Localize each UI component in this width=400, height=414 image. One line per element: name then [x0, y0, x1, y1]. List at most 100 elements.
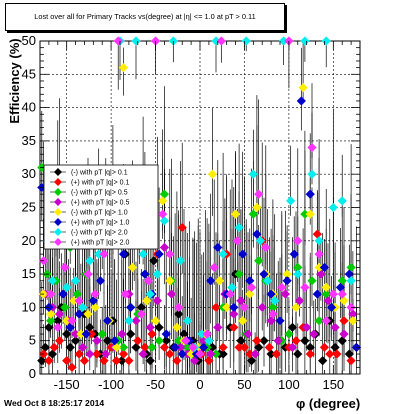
data-point [173, 309, 184, 319]
data-point [246, 355, 257, 366]
data-point [307, 169, 317, 179]
data-point [305, 189, 315, 199]
data-point [314, 316, 324, 326]
data-point [234, 222, 244, 233]
data-point [332, 349, 342, 359]
data-point [305, 349, 315, 359]
data-point [328, 202, 339, 213]
data-point [118, 249, 129, 259]
data-point [152, 269, 163, 279]
data-point [252, 229, 262, 239]
data-point [65, 322, 75, 333]
data-point [305, 209, 315, 219]
data-point [339, 316, 349, 326]
data-point [229, 302, 239, 313]
data-point [293, 236, 303, 246]
data-point [143, 276, 154, 286]
data-point [234, 269, 244, 279]
data-point [111, 355, 122, 366]
data-point [287, 342, 298, 353]
data-point [280, 289, 291, 299]
chart-title: Lost over all for Primary Tracks vs(degr… [5, 3, 285, 31]
data-point [54, 336, 65, 346]
data-point [49, 342, 59, 353]
data-point [88, 296, 99, 306]
data-point [316, 269, 326, 279]
legend-marker [54, 218, 62, 226]
data-point [252, 336, 262, 346]
legend-marker [54, 228, 62, 236]
x-axis-label: φ (degree) [296, 396, 361, 411]
data-point [275, 316, 285, 326]
data-point [326, 302, 337, 313]
data-point [277, 282, 287, 293]
legend-label: (+) with pT |q|> 1.0 [71, 220, 129, 227]
legend-box [43, 164, 159, 250]
y-tick-label: 25 [22, 200, 36, 215]
x-tick-label: 100 [278, 377, 300, 392]
data-point [97, 329, 107, 339]
data-point [246, 282, 257, 293]
data-point [291, 302, 301, 313]
y-tick-label: 0 [29, 366, 36, 381]
data-point [300, 336, 310, 346]
data-point [101, 349, 111, 359]
data-point [269, 296, 280, 306]
data-point [47, 276, 58, 286]
x-tick-label: -150 [54, 377, 80, 392]
data-point [138, 349, 148, 359]
data-point [188, 342, 198, 353]
data-point [237, 249, 248, 259]
data-point [118, 62, 129, 73]
data-point [157, 209, 168, 219]
data-point [293, 269, 303, 279]
data-point [300, 36, 310, 46]
data-point [159, 342, 170, 353]
data-point [209, 262, 219, 273]
data-point [248, 209, 259, 219]
data-point [118, 349, 129, 359]
data-point [323, 296, 333, 306]
data-point [189, 355, 200, 366]
data-point [154, 336, 164, 346]
data-point [205, 276, 216, 286]
data-point [214, 276, 225, 286]
data-point [239, 302, 250, 313]
data-point [45, 309, 56, 319]
data-point [205, 349, 216, 359]
data-point [133, 336, 143, 346]
data-point [221, 302, 232, 313]
data-point [125, 329, 136, 339]
data-point [218, 342, 228, 353]
data-point [339, 296, 349, 306]
y-tick-label: 20 [22, 233, 36, 248]
data-point [77, 302, 88, 313]
data-point [202, 329, 212, 339]
data-point [264, 342, 275, 353]
data-point [145, 322, 155, 333]
data-point [252, 202, 262, 213]
data-point [307, 276, 317, 286]
data-point [346, 355, 356, 366]
data-point [337, 289, 347, 299]
data-point [157, 196, 168, 206]
data-point [321, 282, 331, 293]
y-tick-label: 15 [22, 266, 36, 281]
data-point [147, 342, 157, 353]
data-point [296, 96, 307, 106]
data-point [225, 289, 235, 299]
data-point [85, 256, 95, 266]
data-point [337, 336, 347, 346]
data-point [83, 309, 93, 319]
data-point [253, 189, 264, 199]
data-point [70, 276, 81, 286]
data-point [172, 355, 182, 366]
data-point [282, 276, 292, 286]
data-point [255, 236, 266, 246]
legend-marker [54, 238, 62, 246]
data-point [218, 349, 228, 359]
data-point [44, 355, 54, 366]
data-point [145, 355, 155, 366]
data-point [90, 302, 100, 313]
data-point [204, 336, 214, 346]
